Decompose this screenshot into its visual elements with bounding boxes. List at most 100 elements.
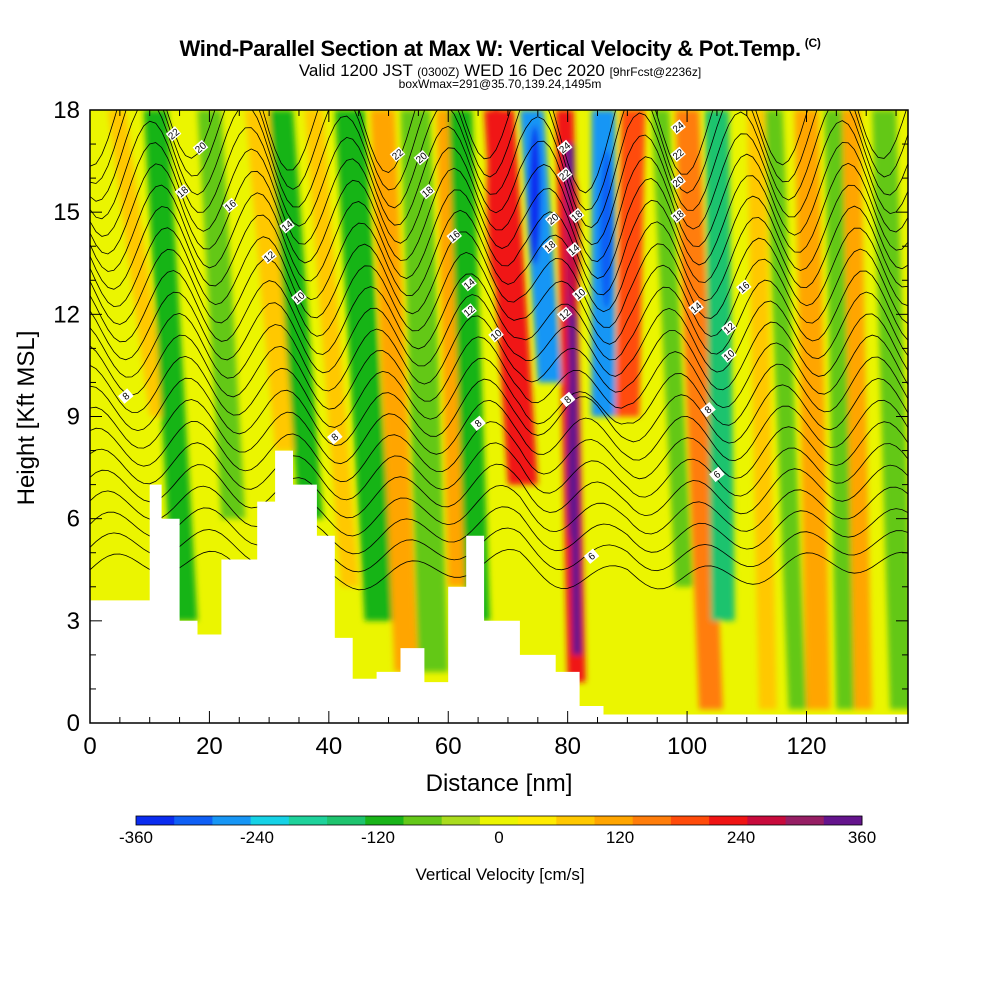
colorbar-swatch	[785, 816, 825, 825]
theta-label-box	[541, 238, 558, 254]
theta-label-box	[446, 228, 463, 244]
w-band	[872, 110, 908, 710]
theta-label-box	[670, 207, 686, 224]
y-tick-label: 3	[67, 608, 80, 635]
x-tick-label: 80	[554, 733, 581, 760]
w-band	[245, 110, 299, 451]
y-tick-label: 0	[67, 710, 80, 737]
theta-label-box	[721, 347, 737, 363]
theta-label-box	[709, 466, 725, 483]
theta-label-box	[583, 548, 600, 564]
colorbar-tick-label: 120	[606, 828, 634, 847]
colorbar-swatch	[250, 816, 290, 825]
x-tick-label: 120	[786, 733, 826, 760]
valid-date: WED 16 Dec 2020	[464, 61, 605, 80]
w-band	[704, 110, 735, 621]
colorbar-tick-label: -240	[240, 828, 274, 847]
w-band	[400, 110, 449, 672]
theta-label: 8	[118, 388, 134, 404]
theta-label-box	[556, 167, 573, 183]
colorbar-swatch	[365, 816, 404, 825]
copyright-mark: (C)	[804, 36, 821, 50]
colorbar-swatch	[136, 816, 175, 825]
colorbar-swatch	[174, 816, 213, 825]
colorbar-tick-label: 0	[494, 828, 503, 847]
colorbar-swatch	[823, 816, 863, 825]
theta-label-box	[291, 289, 307, 305]
theta-isoline	[90, 420, 908, 483]
colorbar-swatch	[441, 816, 481, 825]
theta-label-box	[413, 149, 430, 166]
theta-label-box	[326, 429, 343, 445]
theta-isoline	[90, 399, 908, 465]
theta-label-box	[721, 320, 737, 336]
y-tick-label: 18	[53, 97, 80, 124]
theta-isoline	[90, 355, 908, 428]
theta-label-box	[670, 146, 686, 162]
theta-isoline	[90, 377, 908, 446]
x-tick-label: 60	[435, 733, 462, 760]
theta-label-box	[670, 173, 686, 190]
theta-isoline	[90, 549, 908, 591]
colorbar-swatch	[327, 816, 366, 825]
colorbar-swatch	[479, 816, 519, 825]
theta-label-box	[700, 402, 716, 418]
w-band	[764, 110, 807, 710]
theta-isoline	[90, 527, 908, 573]
w-band	[370, 110, 419, 672]
colorbar-swatch	[212, 816, 252, 825]
theta-isoline	[90, 270, 908, 361]
colorbar-swatch	[747, 816, 787, 825]
theta-isoline	[90, 162, 908, 279]
theta-isoline	[90, 110, 908, 229]
theta-label: 6	[709, 466, 725, 483]
theta-label-box	[670, 119, 686, 135]
theta-label-box	[389, 146, 406, 162]
theta-label-box	[279, 218, 295, 234]
colorbar-tick-label: -360	[119, 828, 153, 847]
colorbar-title: Vertical Velocity [cm/s]	[415, 865, 584, 884]
colorbar-swatch	[594, 816, 634, 825]
theta-isoline	[90, 506, 908, 555]
theta-label: 6	[583, 548, 600, 564]
theta-label-box	[461, 303, 477, 319]
theta-label-box	[222, 197, 239, 214]
theta-isoline	[90, 463, 908, 519]
theta-label-box	[735, 279, 752, 295]
theta-isoline	[90, 142, 908, 263]
theta-isoline	[90, 205, 908, 313]
theta-isoline	[90, 248, 908, 345]
colorbar-swatch	[709, 816, 748, 825]
theta-label-box	[261, 248, 277, 265]
theta-label-text: 6	[587, 551, 599, 563]
w-band	[794, 110, 831, 710]
theta-label-box	[165, 126, 182, 142]
x-tick-label: 40	[315, 733, 342, 760]
theta-label-text: 8	[703, 404, 715, 416]
w-band	[334, 110, 395, 621]
colorbar-swatch	[556, 816, 596, 825]
y-axis-title: Height [Kft MSL]	[13, 331, 40, 506]
w-band	[651, 110, 694, 587]
field-bands	[107, 110, 908, 710]
theta-label-box	[688, 299, 704, 316]
w-band	[304, 110, 359, 587]
theta-label: 8	[470, 415, 486, 431]
theta-label-text: 8	[121, 391, 133, 403]
colorbar-tick-label: 240	[727, 828, 755, 847]
theta-label: 8	[559, 391, 576, 408]
valid-time-prefix: Valid 1200 JST	[298, 61, 413, 80]
theta-label-box	[192, 139, 209, 156]
colorbar-swatch	[403, 816, 443, 825]
theta-label-text: 8	[473, 418, 485, 430]
axes: 0 20 40 60 80 100 120 0 3 6 9 12 15 18	[53, 97, 909, 760]
chart-subtitle: Valid 1200 JST (0300Z) WED 16 Dec 2020 […	[0, 61, 1000, 81]
theta-label-box	[461, 275, 477, 292]
updraft-core	[566, 360, 575, 541]
colorbar-swatch	[670, 816, 710, 825]
colorbar: -360 -240 -120 0 120 240 360	[119, 815, 876, 847]
theta-label-text: 8	[330, 431, 342, 443]
theta-label-box	[470, 415, 486, 431]
colorbar-tick-label: 360	[848, 828, 876, 847]
